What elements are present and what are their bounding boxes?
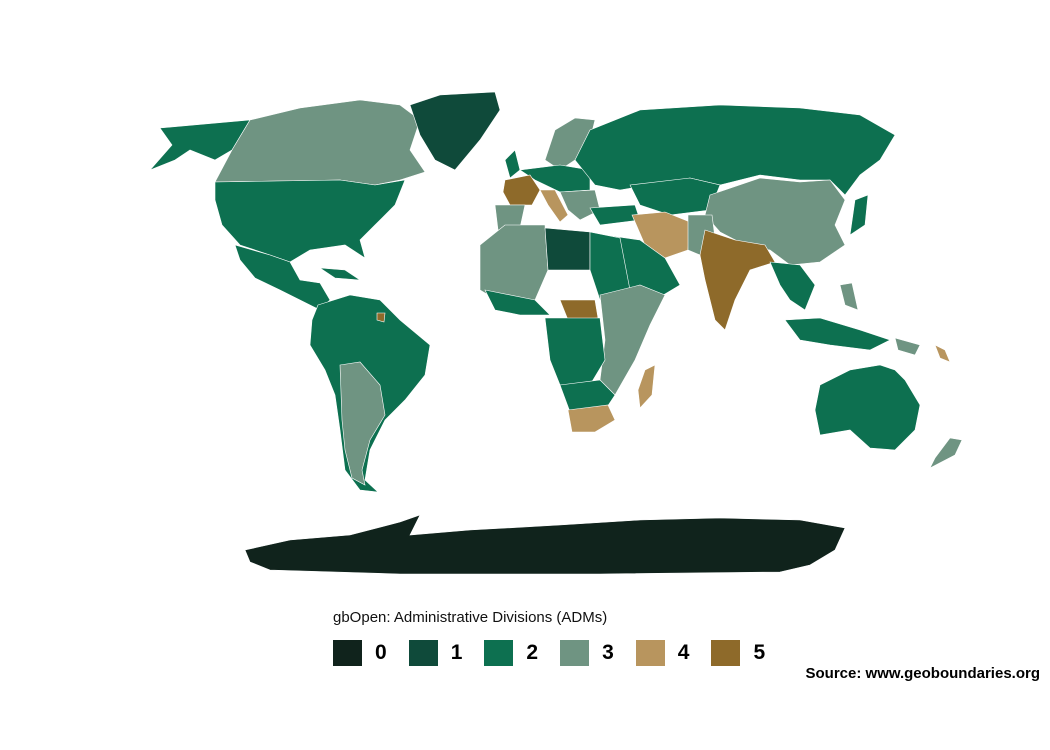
- region-france: [502, 174, 541, 206]
- region-china: [704, 177, 846, 266]
- legend-label: 4: [677, 641, 690, 664]
- legend: 0 1 2 3 4 5: [333, 640, 787, 666]
- legend-swatch: [408, 640, 438, 666]
- region-west-africa: [484, 289, 551, 316]
- region-india: [699, 229, 776, 331]
- region-new-zealand: [929, 437, 963, 469]
- region-madagascar: [637, 364, 656, 409]
- region-caribbean: [318, 267, 362, 281]
- region-usa: [214, 179, 406, 263]
- region-indonesia: [784, 317, 891, 351]
- world-map: [149, 91, 963, 575]
- region-southern-africa: [559, 379, 616, 413]
- legend-item-3: 3: [560, 640, 614, 666]
- region-french-guiana: [376, 312, 386, 323]
- region-russia: [574, 104, 896, 196]
- region-png: [894, 337, 921, 356]
- region-central-african-republic: [559, 299, 599, 321]
- region-uk: [504, 149, 521, 179]
- region-argentina-paraguay: [339, 361, 386, 486]
- legend-swatch: [484, 640, 514, 666]
- region-libya: [544, 227, 591, 271]
- region-balkans: [559, 189, 601, 221]
- region-canada: [214, 99, 426, 186]
- legend-item-4: 4: [635, 640, 690, 666]
- region-south-africa: [567, 404, 616, 433]
- legend-item-0: 0: [333, 640, 387, 666]
- legend-swatch: [711, 640, 741, 666]
- region-italy: [539, 189, 569, 223]
- region-north-west-africa: [479, 224, 549, 306]
- region-australia: [814, 364, 921, 451]
- region-southeast-asia: [769, 261, 816, 311]
- legend-swatch: [560, 640, 590, 666]
- region-east-africa: [599, 284, 666, 396]
- region-antarctica: [244, 514, 846, 575]
- legend-item-5: 5: [711, 640, 765, 666]
- legend-label: 3: [602, 641, 614, 664]
- legend-label: 5: [753, 641, 766, 664]
- region-philippines: [839, 282, 859, 311]
- legend-title: gbOpen: Administrative Divisions (ADMs): [333, 609, 608, 626]
- legend-item-2: 2: [484, 640, 538, 666]
- legend-label: 1: [450, 641, 463, 664]
- source-credit: Source: www.geoboundaries.org: [805, 665, 1040, 682]
- region-central-africa: [544, 317, 606, 386]
- region-japan: [849, 194, 869, 236]
- legend-label: 2: [526, 641, 539, 664]
- legend-item-1: 1: [408, 640, 463, 666]
- region-greenland: [409, 91, 501, 171]
- legend-swatch: [635, 640, 665, 666]
- legend-swatch: [333, 640, 362, 666]
- region-pacific-islands: [934, 344, 951, 363]
- legend-label: 0: [375, 641, 387, 664]
